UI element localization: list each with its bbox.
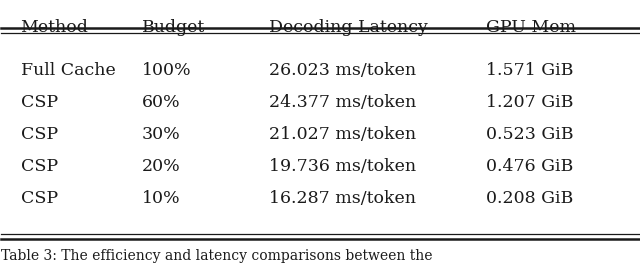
Text: 16.287 ms/token: 16.287 ms/token xyxy=(269,190,416,207)
Text: CSP: CSP xyxy=(20,94,58,111)
Text: GPU Mem: GPU Mem xyxy=(486,19,575,36)
Text: CSP: CSP xyxy=(20,126,58,143)
Text: 100%: 100% xyxy=(141,63,191,80)
Text: 1.207 GiB: 1.207 GiB xyxy=(486,94,573,111)
Text: 24.377 ms/token: 24.377 ms/token xyxy=(269,94,416,111)
Text: Method: Method xyxy=(20,19,88,36)
Text: 21.027 ms/token: 21.027 ms/token xyxy=(269,126,416,143)
Text: Table 3: The efficiency and latency comparisons between the: Table 3: The efficiency and latency comp… xyxy=(1,249,433,263)
Text: 1.571 GiB: 1.571 GiB xyxy=(486,63,573,80)
Text: 0.476 GiB: 0.476 GiB xyxy=(486,158,573,175)
Text: 0.208 GiB: 0.208 GiB xyxy=(486,190,573,207)
Text: CSP: CSP xyxy=(20,190,58,207)
Text: 10%: 10% xyxy=(141,190,180,207)
Text: 19.736 ms/token: 19.736 ms/token xyxy=(269,158,416,175)
Text: 30%: 30% xyxy=(141,126,180,143)
Text: 0.523 GiB: 0.523 GiB xyxy=(486,126,573,143)
Text: CSP: CSP xyxy=(20,158,58,175)
Text: Decoding Latency: Decoding Latency xyxy=(269,19,428,36)
Text: Full Cache: Full Cache xyxy=(20,63,115,80)
Text: 60%: 60% xyxy=(141,94,180,111)
Text: Budget: Budget xyxy=(141,19,205,36)
Text: 26.023 ms/token: 26.023 ms/token xyxy=(269,63,416,80)
Text: 20%: 20% xyxy=(141,158,180,175)
